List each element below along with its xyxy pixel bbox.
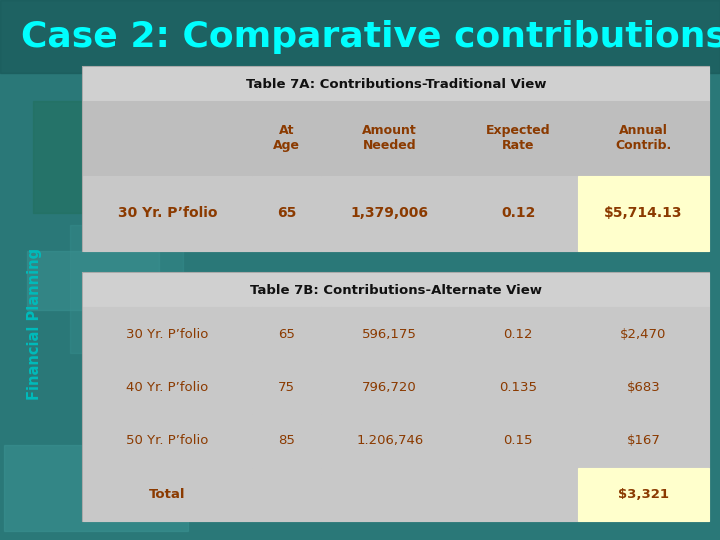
Bar (321, 361, 459, 414)
Text: 30 Yr. P’folio: 30 Yr. P’folio (117, 206, 217, 220)
Text: $167: $167 (626, 435, 660, 448)
Text: 596,175: 596,175 (362, 328, 417, 341)
Bar (321, 414, 459, 468)
Bar (252, 307, 321, 361)
Bar (33, 101, 228, 213)
Bar (83, 468, 252, 521)
Bar (252, 361, 321, 414)
Bar (325, 322, 435, 394)
Bar (134, 421, 331, 506)
Bar (83, 361, 252, 414)
Bar (459, 307, 577, 361)
Bar (321, 176, 459, 251)
Text: 796,720: 796,720 (362, 381, 417, 394)
Text: 75: 75 (278, 381, 295, 394)
Text: 65: 65 (278, 328, 294, 341)
Bar (480, 391, 613, 460)
Text: 50 Yr. P’folio: 50 Yr. P’folio (126, 435, 209, 448)
Bar (459, 100, 577, 176)
Bar (83, 176, 252, 251)
Text: Case 2: Comparative contributions: Case 2: Comparative contributions (22, 20, 720, 53)
Bar (0, 0, 720, 73)
Text: 1.206,746: 1.206,746 (356, 435, 423, 448)
Text: Financial Planning: Financial Planning (27, 248, 42, 400)
Bar (4, 445, 188, 531)
Bar (459, 468, 577, 521)
Bar (252, 468, 321, 521)
Bar (577, 100, 709, 176)
Bar (83, 414, 252, 468)
Bar (459, 361, 577, 414)
Text: $5,714.13: $5,714.13 (604, 206, 683, 220)
Text: $3,321: $3,321 (618, 488, 669, 501)
Text: 0.135: 0.135 (499, 381, 537, 394)
Text: Table 7A: Contributions-Traditional View: Table 7A: Contributions-Traditional View (246, 78, 546, 91)
Bar (83, 307, 252, 361)
Bar (83, 100, 252, 176)
Text: $2,470: $2,470 (620, 328, 667, 341)
Bar (577, 414, 709, 468)
Bar (459, 414, 577, 468)
Bar (83, 68, 709, 251)
Text: 65: 65 (276, 206, 296, 220)
Bar (252, 100, 321, 176)
Text: Amount
Needed: Amount Needed (362, 124, 417, 152)
Bar (321, 100, 459, 176)
Text: Total: Total (149, 488, 186, 501)
Bar (577, 307, 709, 361)
Text: Expected
Rate: Expected Rate (486, 124, 551, 152)
Bar (252, 414, 321, 468)
Bar (83, 273, 709, 307)
Bar (321, 468, 459, 521)
Bar (577, 468, 709, 521)
Text: 1,379,006: 1,379,006 (351, 206, 428, 220)
Bar (27, 251, 159, 310)
Text: Table 7B: Contributions-Alternate View: Table 7B: Contributions-Alternate View (250, 284, 542, 296)
Text: Annual
Contrib.: Annual Contrib. (616, 124, 672, 152)
Bar (459, 176, 577, 251)
Bar (216, 78, 429, 180)
Text: 0.12: 0.12 (501, 206, 536, 220)
Bar (577, 176, 709, 251)
Bar (252, 176, 321, 251)
Bar (83, 68, 709, 100)
Text: At
Age: At Age (273, 124, 300, 152)
Text: 0.12: 0.12 (503, 328, 533, 341)
Bar (83, 273, 709, 521)
Text: 40 Yr. P’folio: 40 Yr. P’folio (126, 381, 209, 394)
Text: $683: $683 (626, 381, 660, 394)
Text: 0.15: 0.15 (503, 435, 533, 448)
Text: 85: 85 (278, 435, 294, 448)
Bar (577, 361, 709, 414)
Bar (71, 225, 184, 353)
Bar (321, 307, 459, 361)
Text: 30 Yr. P’folio: 30 Yr. P’folio (126, 328, 209, 341)
